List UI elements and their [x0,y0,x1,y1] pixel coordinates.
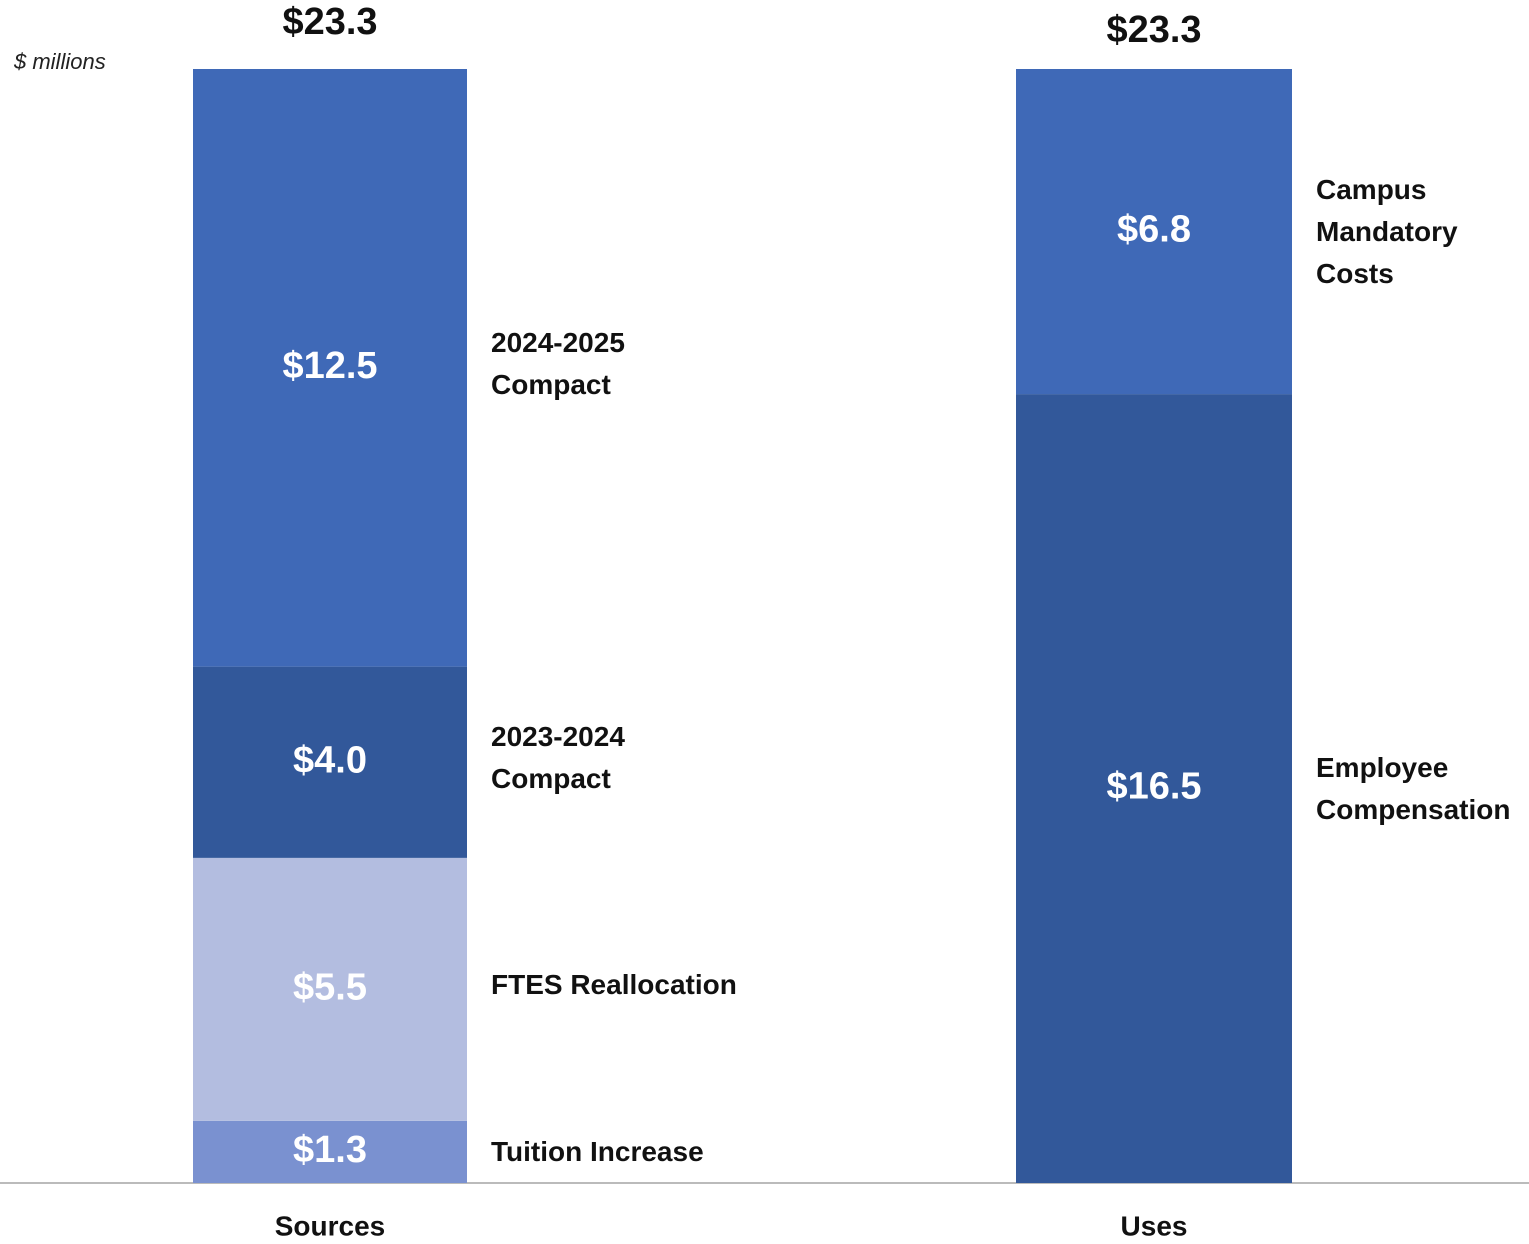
value-label: $4.0 [293,739,367,781]
bar-segment [193,666,467,858]
bar-segment [1016,69,1292,395]
segment-label: Tuition Increase [491,1135,704,1167]
total-label: $23.3 [1106,9,1201,51]
x-tick-label: Sources [275,1210,386,1241]
segment-label: FTES Reallocation [491,969,737,1001]
value-label: $1.3 [293,1129,367,1171]
value-label: $5.5 [293,966,367,1008]
bar-segment [193,1120,467,1183]
value-label: $16.5 [1106,766,1201,808]
segment-label: 2023-2024 Compact [491,721,625,795]
value-label: $6.8 [1117,209,1191,251]
y-axis-label: $ millions [13,49,106,74]
segment-label: Employee Compensation [1316,751,1511,825]
x-tick-label: Uses [1121,1210,1188,1241]
bar-segment [1016,394,1292,1184]
segment-label: Campus Mandatory Costs [1316,173,1458,289]
bar-segment [193,69,467,667]
segment-label: 2024-2025 Compact [491,326,625,400]
total-label: $23.3 [282,1,377,43]
bar-segment [193,857,467,1121]
value-label: $12.5 [282,345,377,387]
